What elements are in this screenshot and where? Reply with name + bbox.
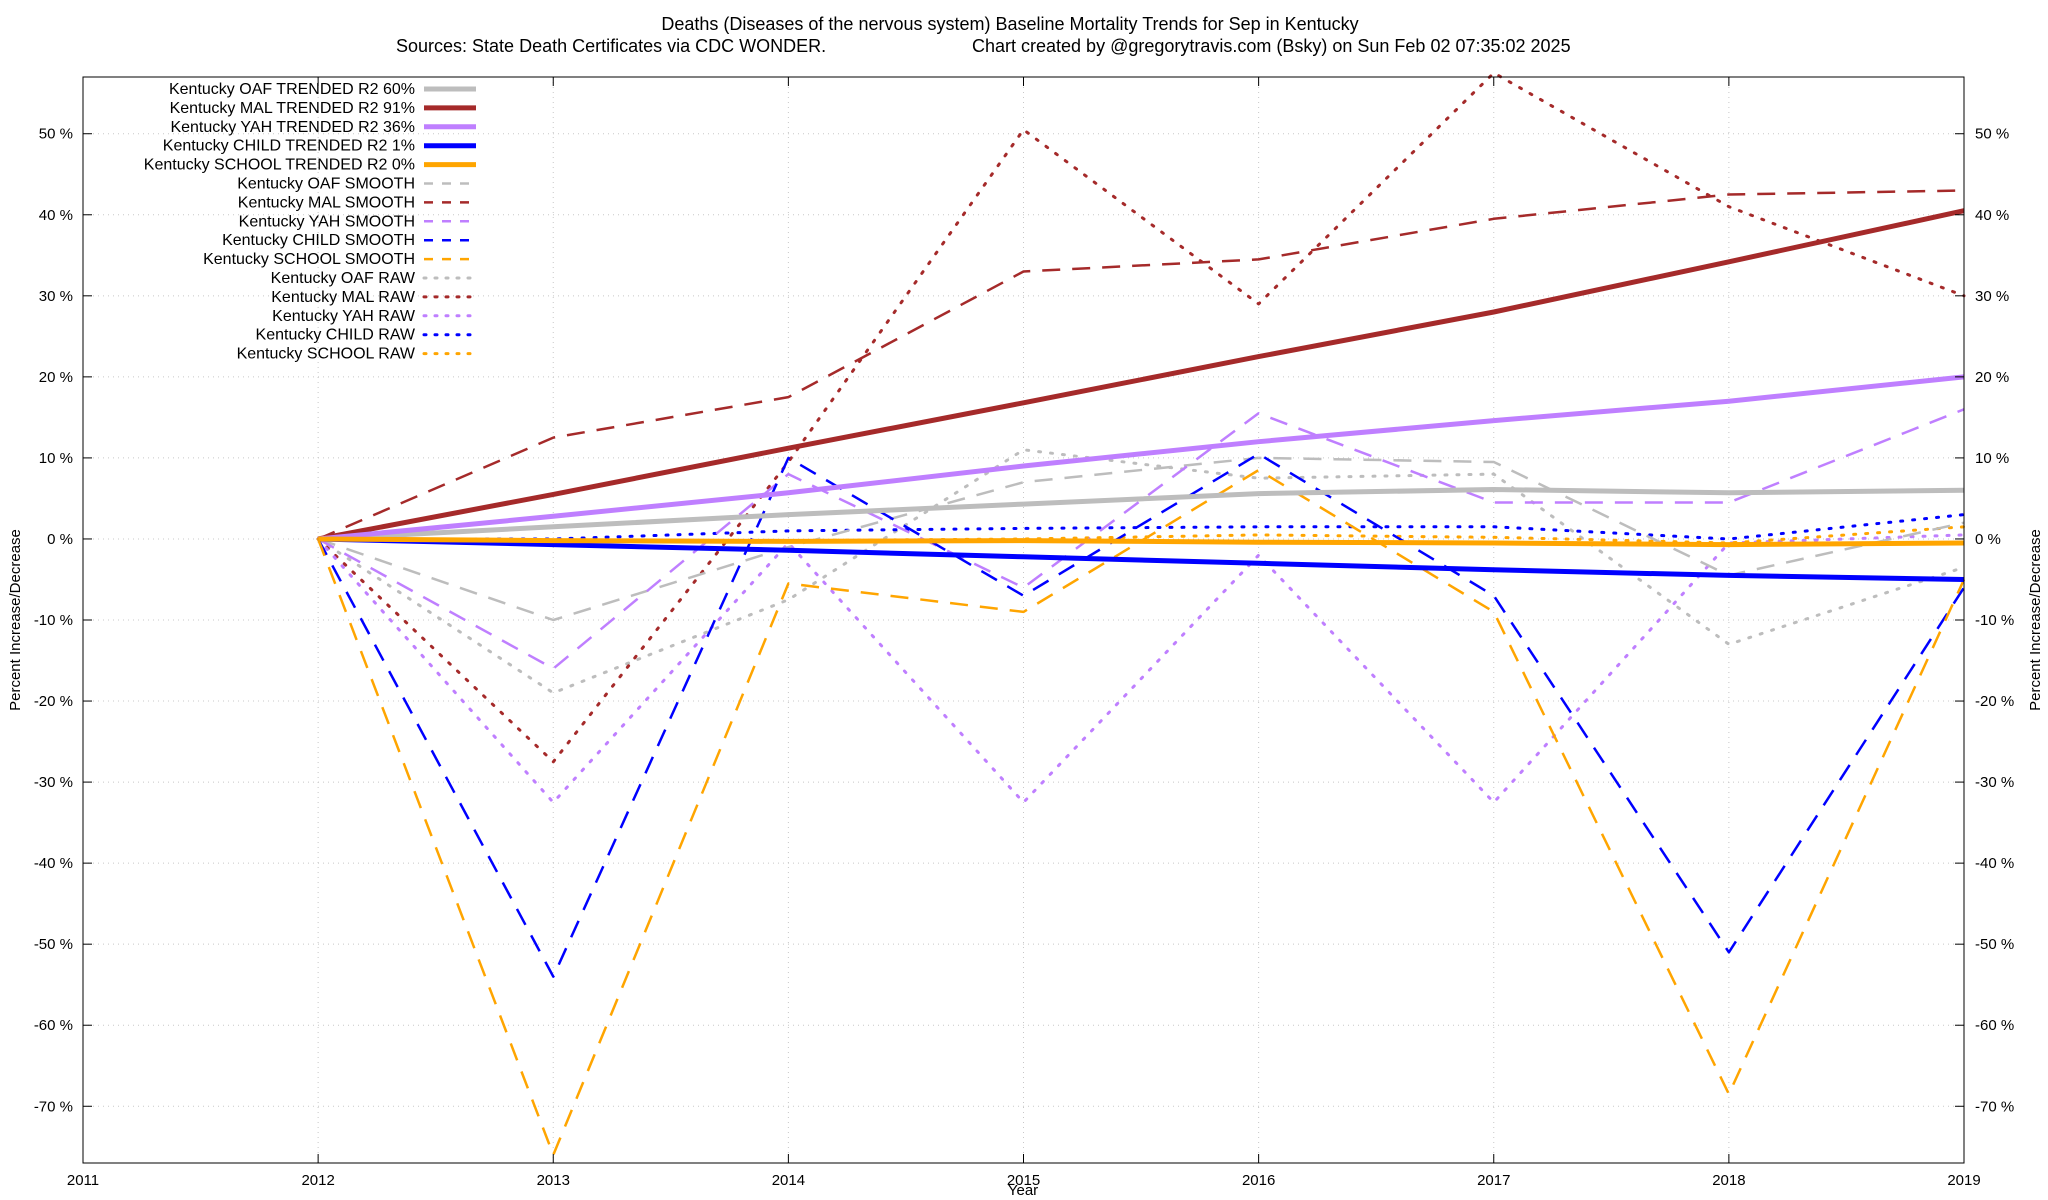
legend-label: Kentucky SCHOOL TRENDED R2 0% xyxy=(144,157,415,174)
y-tick-label-left: 20 % xyxy=(39,369,73,386)
series-line-mal-raw xyxy=(316,71,1966,764)
y-tick-label-left: -70 % xyxy=(34,1098,73,1115)
y-tick-label-right: -30 % xyxy=(1975,774,2014,791)
y-tick-label-left: 50 % xyxy=(39,126,73,143)
x-tick-label: 2013 xyxy=(537,1172,570,1189)
y-tick-label-left: 40 % xyxy=(39,207,73,224)
x-tick-label: 2016 xyxy=(1242,1172,1275,1189)
y-tick-label-left: -30 % xyxy=(34,774,73,791)
y-tick-label-right: -70 % xyxy=(1975,1098,2014,1115)
series-line-school-trended xyxy=(318,536,1965,548)
x-tick-label: 2014 xyxy=(772,1172,805,1189)
series-line-mal-smooth xyxy=(317,189,1965,541)
legend-label: Kentucky OAF RAW xyxy=(271,270,416,287)
series-line-oaf-smooth xyxy=(317,456,1965,622)
x-tick-label: 2017 xyxy=(1477,1172,1510,1189)
y-tick-label-left: 30 % xyxy=(39,288,73,305)
legend-label: Kentucky MAL TRENDED R2 91% xyxy=(170,100,415,117)
y-tick-label-right: -50 % xyxy=(1975,936,2014,953)
legend-label: Kentucky CHILD TRENDED R2 1% xyxy=(163,138,415,155)
y-tick-label-left: 0 % xyxy=(47,531,73,548)
series-line-mal-trended xyxy=(317,208,1965,542)
legend-label: Kentucky CHILD SMOOTH xyxy=(222,232,415,249)
y-tick-label-left: -50 % xyxy=(34,936,73,953)
legend-label: Kentucky CHILD RAW xyxy=(256,327,416,344)
y-tick-label-left: -40 % xyxy=(34,855,73,872)
x-tick-label: 2012 xyxy=(301,1172,334,1189)
legend-label: Kentucky MAL RAW xyxy=(271,289,416,306)
series-line-oaf-raw xyxy=(316,448,1966,695)
y-tick-label-right: -60 % xyxy=(1975,1017,2014,1034)
y-tick-label-right: -40 % xyxy=(1975,855,2014,872)
legend-label: Kentucky YAH RAW xyxy=(272,308,416,325)
legend-label: Kentucky YAH TRENDED R2 36% xyxy=(170,119,415,136)
chart-subtitle-source: Sources: State Death Certificates via CD… xyxy=(396,36,826,56)
x-tick-label: 2019 xyxy=(1947,1172,1980,1189)
y-tick-label-right: 10 % xyxy=(1975,450,2009,467)
series-line-yah-raw xyxy=(316,533,1966,804)
legend-label: Kentucky OAF SMOOTH xyxy=(237,176,415,193)
series-line-yah-smooth xyxy=(317,408,1965,670)
y-tick-label-left: 10 % xyxy=(39,450,73,467)
y-tick-label-right: 50 % xyxy=(1975,126,2009,143)
legend-label: Kentucky MAL SMOOTH xyxy=(238,194,415,211)
y-tick-label-right: 0 % xyxy=(1975,531,2001,548)
legend-label: Kentucky SCHOOL RAW xyxy=(237,346,416,363)
x-axis-label: Year xyxy=(1008,1182,1038,1199)
axis-ticks: 50 % 50 % 40 % 40 % 30 % 30 % 20 % 20 % 10 % 10 %… xyxy=(34,77,2014,1189)
series-lines xyxy=(316,71,1966,1157)
y-axis-label-left: Percent Increase/Decrease xyxy=(7,529,24,711)
legend-label: Kentucky SCHOOL SMOOTH xyxy=(203,251,415,268)
y-tick-label-left: -60 % xyxy=(34,1017,73,1034)
y-tick-label-right: 30 % xyxy=(1975,288,2009,305)
legend-label: Kentucky YAH SMOOTH xyxy=(239,213,415,230)
y-tick-label-left: -10 % xyxy=(34,612,73,629)
legend-label: Kentucky OAF TRENDED R2 60% xyxy=(169,81,415,98)
x-tick-label: 2015 xyxy=(1007,1172,1040,1189)
x-tick-label: 2018 xyxy=(1712,1172,1745,1189)
x-tick-label: 2011 xyxy=(67,1172,99,1189)
series-line-yah-trended xyxy=(317,374,1965,542)
chart-subtitle-credit: Chart created by @gregorytravis.com (Bsk… xyxy=(972,36,1571,56)
y-tick-label-left: -20 % xyxy=(34,693,73,710)
y-tick-label-right: 20 % xyxy=(1975,369,2009,386)
y-tick-label-right: -10 % xyxy=(1975,612,2014,629)
chart-title: Deaths (Diseases of the nervous system) … xyxy=(661,14,1358,34)
y-tick-label-right: -20 % xyxy=(1975,693,2014,710)
series-line-child-smooth xyxy=(316,452,1966,978)
y-tick-label-right: 40 % xyxy=(1975,207,2009,224)
y-axis-label-right: Percent Increase/Decrease xyxy=(2027,529,2044,711)
series-line-oaf-trended xyxy=(317,487,1965,542)
legend: Kentucky OAF TRENDED R2 60% Kentucky MAL … xyxy=(144,81,478,363)
series-line-child-trended xyxy=(318,536,1965,582)
